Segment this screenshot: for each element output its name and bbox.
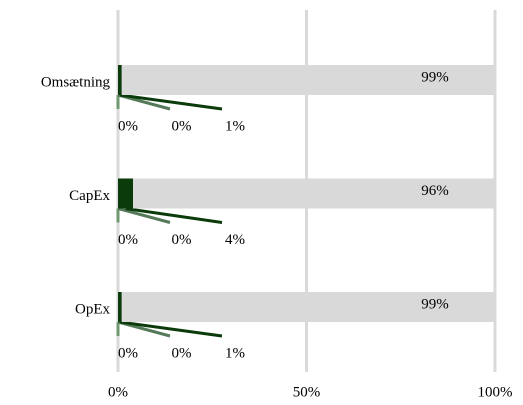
bar-segment <box>121 292 496 322</box>
bar-segment <box>133 178 495 209</box>
leader-line <box>117 207 171 224</box>
category-label: Omsætning <box>41 74 111 90</box>
leader-line <box>125 207 223 224</box>
value-label: 0% <box>118 118 138 134</box>
value-label: 4% <box>225 232 245 248</box>
x-tick-label: 0% <box>108 384 128 400</box>
value-label: 1% <box>225 345 245 361</box>
category-label: OpEx <box>75 301 110 317</box>
leader-line <box>119 320 223 338</box>
bar-segment <box>118 65 122 95</box>
value-label: 99% <box>421 296 449 312</box>
value-label: 0% <box>172 118 192 134</box>
value-label: 96% <box>421 183 449 199</box>
value-label: 0% <box>172 232 192 248</box>
value-label: 0% <box>118 345 138 361</box>
bar-segment <box>118 178 134 209</box>
x-tick-label: 50% <box>293 384 321 400</box>
value-label: 0% <box>172 345 192 361</box>
bar-segment <box>121 65 496 95</box>
value-label: 99% <box>421 69 449 85</box>
bar-segment <box>118 292 122 322</box>
category-label: CapEx <box>69 188 110 204</box>
x-tick-label: 100% <box>478 384 513 400</box>
value-label: 1% <box>225 118 245 134</box>
leader-line <box>119 93 223 111</box>
value-label: 0% <box>118 232 138 248</box>
